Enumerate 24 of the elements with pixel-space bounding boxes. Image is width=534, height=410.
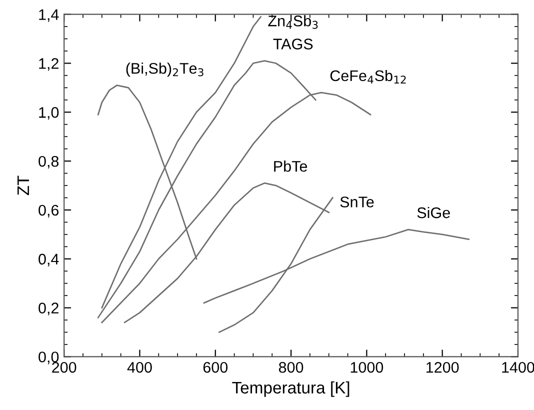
series-label: SiGe	[417, 206, 450, 218]
series-label: PbTe	[274, 160, 308, 172]
y-axis-title: ZT	[18, 176, 29, 196]
x-tick-label: 1400	[502, 362, 534, 373]
series-label: CeFe$_{4}$Sb$_{12}$	[330, 70, 406, 84]
y-tick-label: 1,2	[39, 58, 58, 71]
y-tick-label: 0,2	[38, 302, 58, 316]
x-tick-label: 1200	[426, 362, 459, 373]
x-tick-label: 600	[203, 362, 228, 373]
y-tick-label: 0,6	[38, 204, 59, 218]
y-tick-label: 0,4	[38, 254, 59, 266]
y-tick-label: 0,8	[38, 156, 59, 169]
x-tick-label: 200	[52, 362, 76, 373]
series-label: Zn$_{4}$Sb$_{3}$	[268, 15, 318, 29]
y-tick-label: 1,4	[39, 9, 59, 22]
series-label: TAGS	[273, 38, 313, 50]
series-label: (Bi,Sb)$_{2}$Te$_{3}$	[126, 62, 204, 77]
series-label: SnTe	[340, 196, 374, 208]
x-tick-label: 800	[278, 362, 304, 373]
x-tick-label: 1000	[350, 362, 384, 373]
y-tick-label: 1,0	[39, 107, 59, 120]
x-tick-label: 400	[127, 362, 152, 373]
x-axis-title: Temperatura [K]	[232, 381, 350, 397]
y-tick-label: 0,0	[38, 352, 59, 364]
